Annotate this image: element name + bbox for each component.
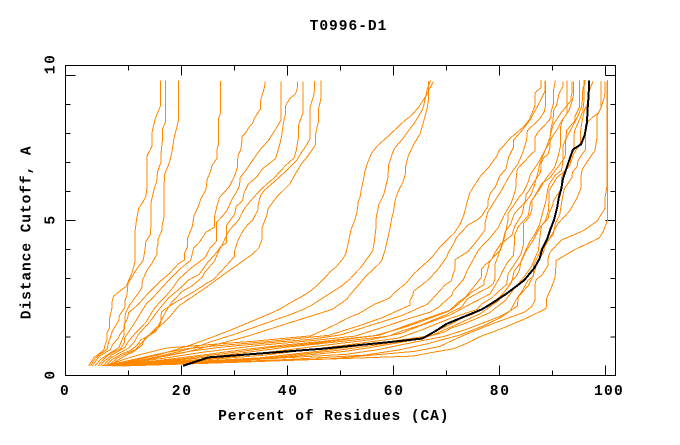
svg-text:20: 20 [172,384,191,400]
svg-text:Distance Cutoff, A: Distance Cutoff, A [19,146,35,319]
svg-text:5: 5 [44,216,60,225]
svg-text:80: 80 [490,384,509,400]
svg-text:10: 10 [44,55,60,74]
svg-text:0: 0 [44,371,60,380]
svg-text:40: 40 [278,384,297,400]
svg-text:T0996-D1: T0996-D1 [310,19,387,35]
svg-text:Percent of Residues (CA): Percent of Residues (CA) [218,409,448,425]
svg-text:60: 60 [384,384,403,400]
svg-text:0: 0 [60,384,69,400]
svg-text:100: 100 [594,384,623,400]
